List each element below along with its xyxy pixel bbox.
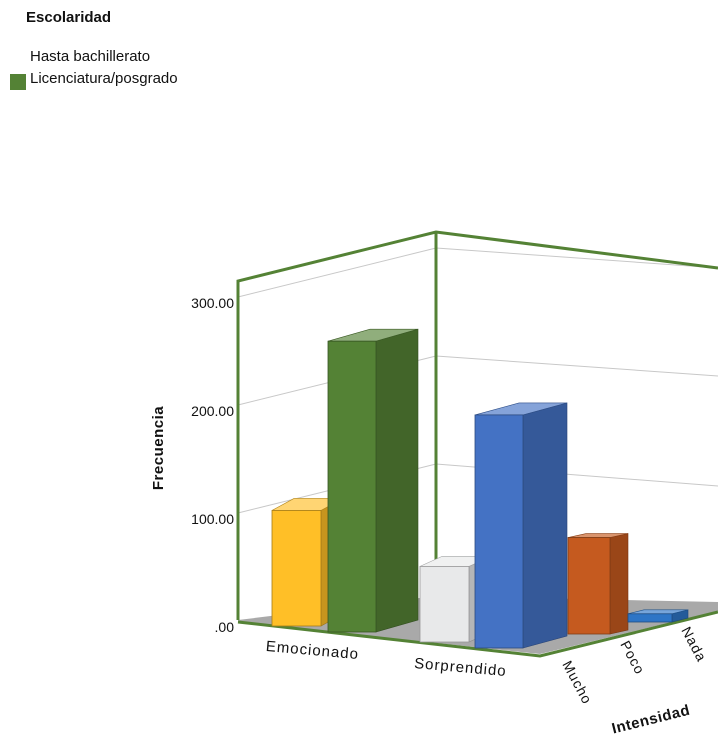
legend: Escolaridad Hasta bachillerato Licenciat…: [0, 0, 300, 100]
legend-title: Escolaridad: [26, 9, 112, 26]
bar-nada: [627, 609, 689, 623]
x-category-label: Sorprendido: [413, 655, 507, 680]
left-gridline: [237, 247, 437, 298]
frame-top-edge: [236, 230, 718, 620]
bar-front: [419, 566, 470, 643]
bar-front: [567, 537, 611, 635]
depth-category-label: Mucho: [559, 658, 595, 707]
depth-axis-label: Intensidad: [610, 702, 692, 738]
bar-front: [271, 510, 322, 627]
legend-label: Hasta bachillerato: [30, 48, 151, 65]
legend-swatch: [10, 74, 26, 90]
bar-front: [474, 414, 524, 649]
depth-category-label: Poco: [617, 638, 648, 677]
y-tick-label: 300.00: [191, 295, 234, 311]
bar-poco: [567, 533, 629, 635]
bar-side: [522, 402, 568, 649]
depth-category-label: Nada: [678, 624, 710, 665]
bar-front: [627, 613, 673, 623]
back-gridline: [435, 247, 718, 269]
y-tick-label: .00: [215, 619, 235, 635]
legend-label: Licenciatura/posgrado: [30, 70, 178, 87]
back-gridline: [435, 355, 718, 377]
bar-front: [327, 340, 377, 633]
x-category-label: Emocionado: [265, 638, 360, 663]
y-tick-label: 200.00: [191, 403, 234, 419]
bar-licenciatura-emocionado: [327, 328, 419, 633]
frame-floor-edge: [237, 610, 718, 658]
y-axis-label: Frecuencia: [150, 406, 167, 490]
bar-side: [609, 533, 629, 635]
y-tick-label: 100.00: [191, 511, 234, 527]
bar-side: [375, 328, 419, 633]
bar-licenciatura-sorprendido: [474, 402, 568, 649]
